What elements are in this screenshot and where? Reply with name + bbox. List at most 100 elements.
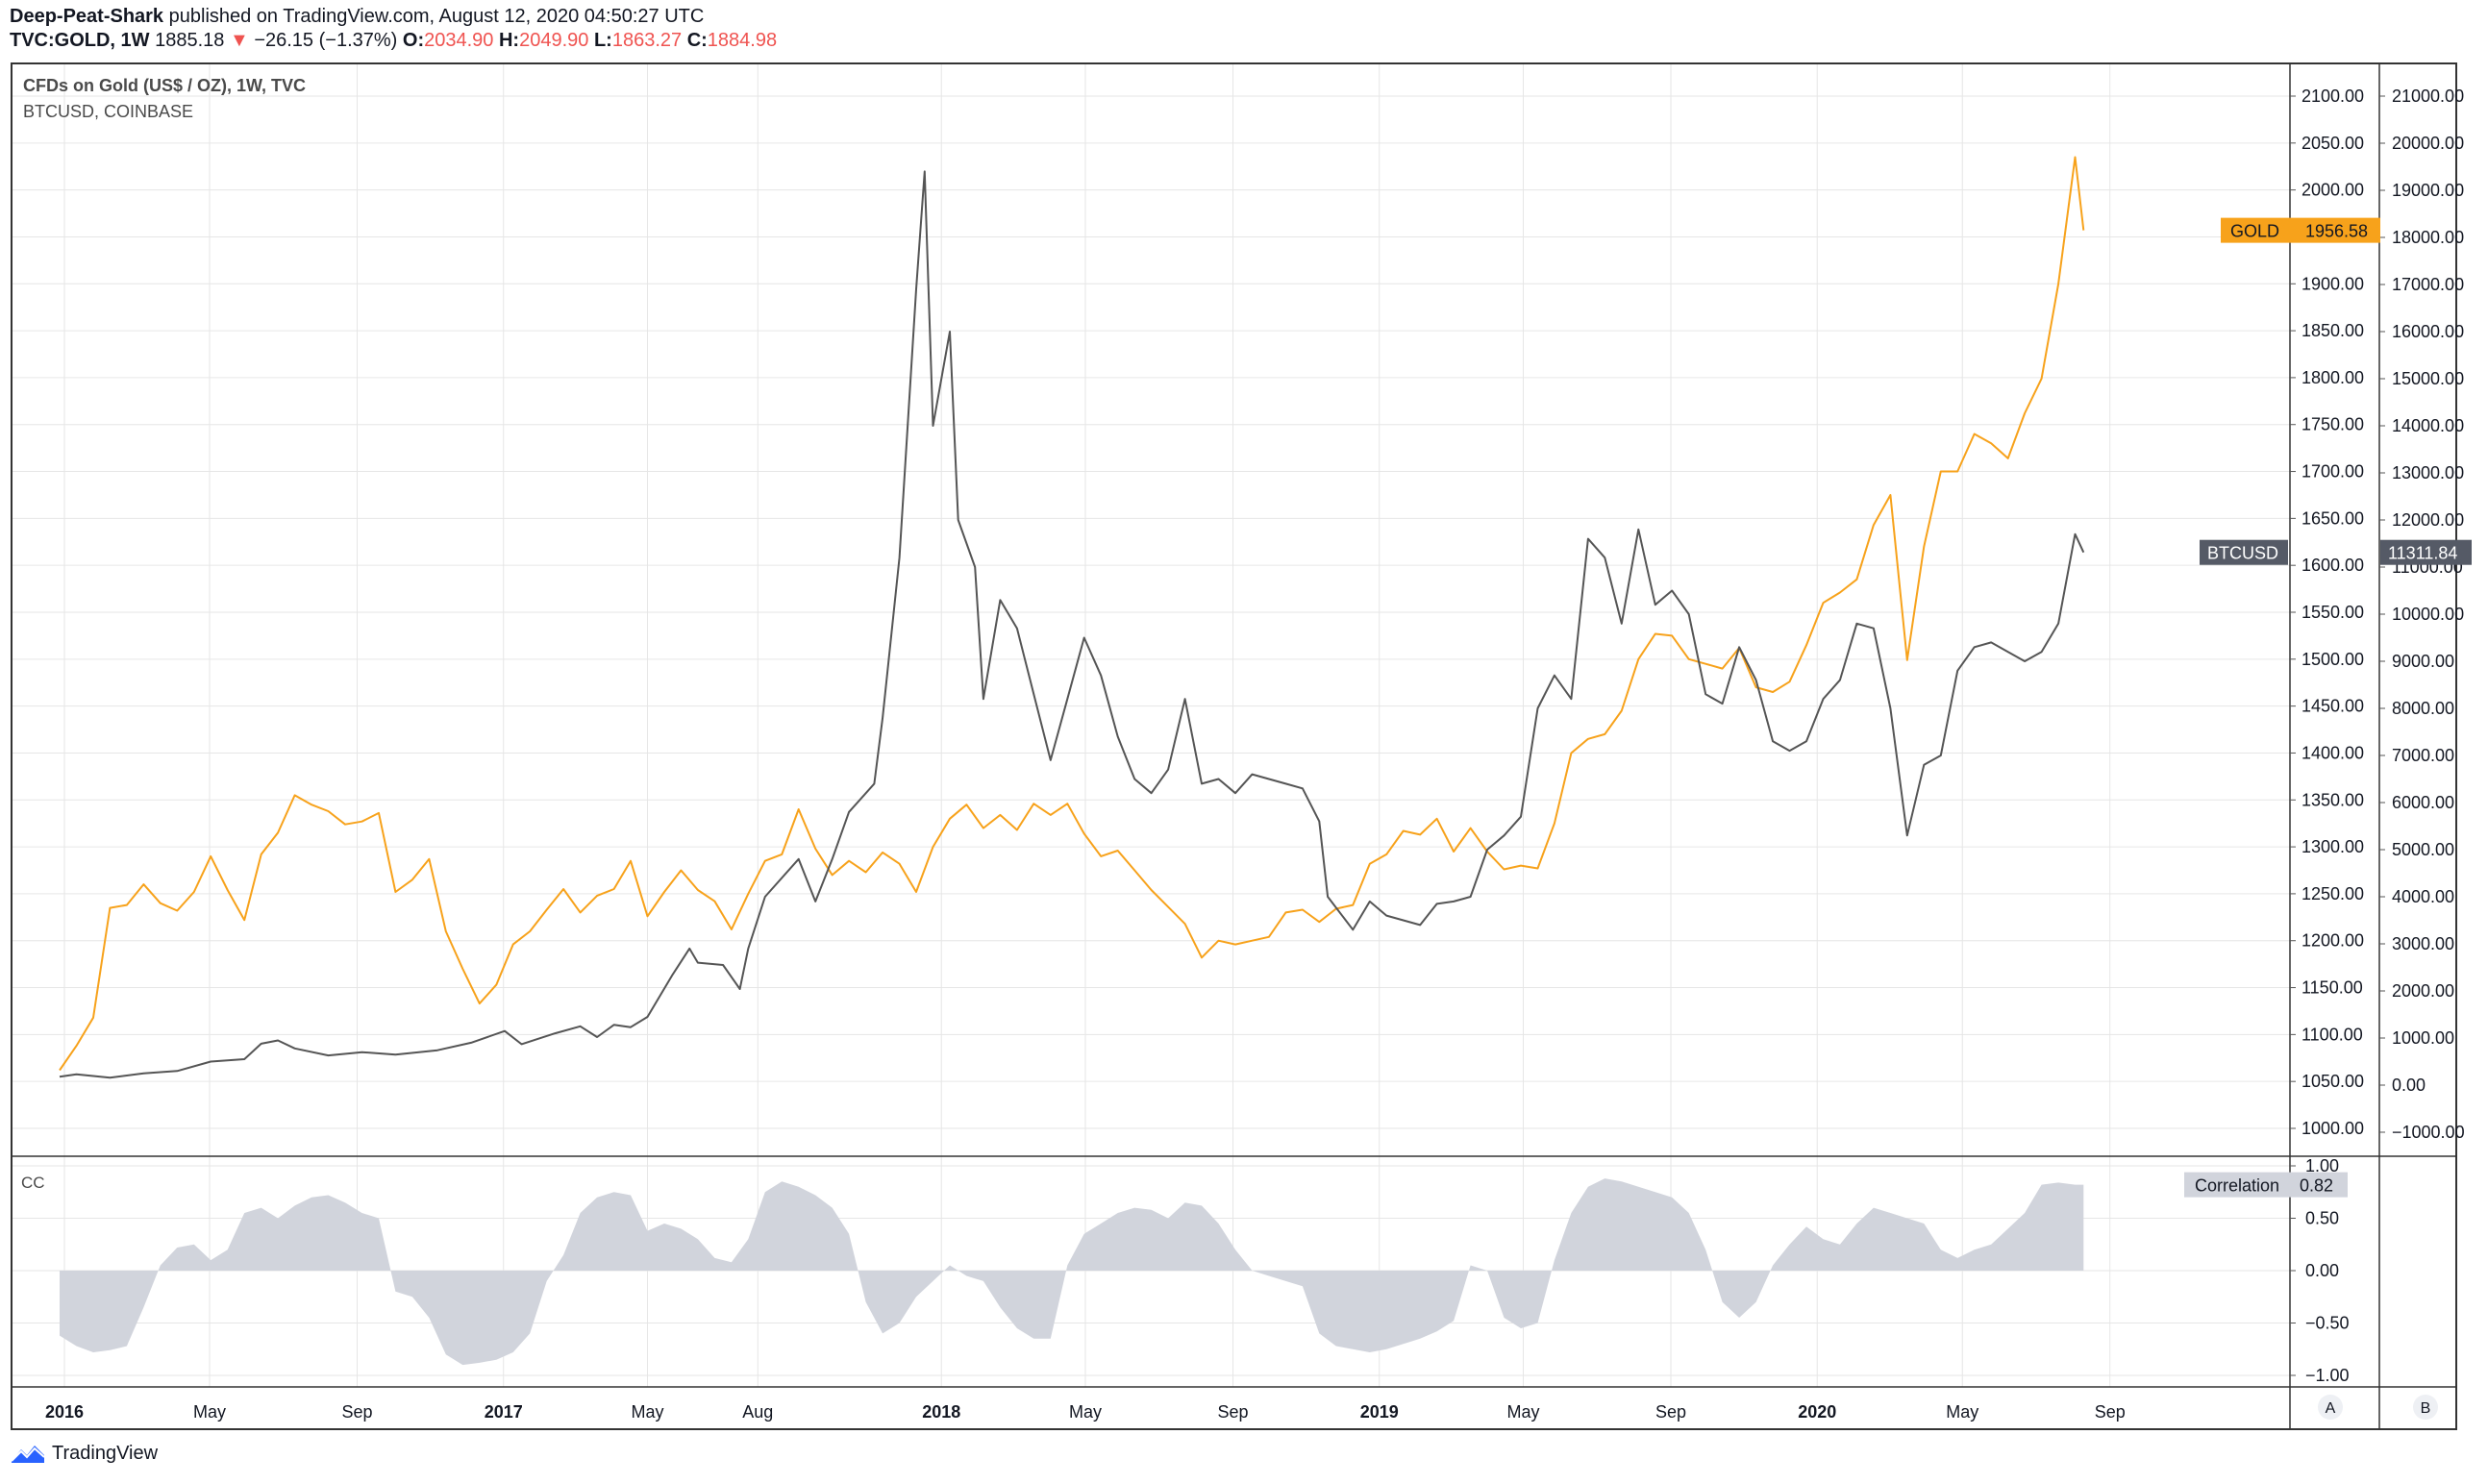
- scale-button-b-label: B: [2421, 1400, 2431, 1417]
- grid: [12, 63, 2290, 1387]
- right-axis-label: 13000.00: [2392, 463, 2464, 482]
- right-axis-label: 21000.00: [2392, 87, 2464, 106]
- second-legend: BTCUSD, COINBASE: [23, 102, 193, 121]
- left-axis-label: 1600.00: [2301, 556, 2364, 575]
- time-axis-label: 2017: [485, 1402, 523, 1422]
- price-labels: GOLD 1956.58 BTCUSD 11311.84 Correlation 0.82: [2184, 217, 2472, 1198]
- publish-info: published on TradingView.com, August 12,…: [168, 6, 705, 27]
- right-axis-label: 0.00: [2392, 1076, 2426, 1095]
- right-axis-label: 1000.00: [2392, 1028, 2454, 1048]
- btc-label-value: 11311.84: [2388, 544, 2457, 563]
- left-axis-label: 2100.00: [2301, 87, 2364, 106]
- main-legend: CFDs on Gold (US$ / OZ), 1W, TVC: [23, 76, 306, 95]
- left-axis-label: 1850.00: [2301, 321, 2364, 340]
- tradingview-logo-icon: [11, 1446, 45, 1463]
- gold-label-value: 1956.58: [2305, 222, 2368, 241]
- right-axis-label: 7000.00: [2392, 746, 2454, 765]
- time-axis-label: May: [1506, 1402, 1539, 1422]
- time-axis-label: May: [1069, 1402, 1102, 1422]
- time-axis-label: Sep: [1655, 1402, 1686, 1422]
- cc-label-name: Correlation: [2195, 1176, 2279, 1196]
- btcusd-series-line: [59, 170, 2085, 1079]
- tradingview-logo-text: TradingView: [52, 1442, 159, 1464]
- publish-line: Deep-Peat-Shark published on TradingView…: [10, 6, 704, 28]
- low-value: 1863.27: [611, 30, 683, 51]
- left-axis-label: 1100.00: [2301, 1025, 2363, 1044]
- right-price-axis: 21000.00 20000.00 19000.00 18000.00 17000.00…: [2379, 87, 2465, 1142]
- left-axis-label: 1500.00: [2301, 650, 2364, 669]
- price-lines: [59, 156, 2085, 1079]
- symbol-line: TVC:GOLD, 1W 1885.18 ▼ −26.15 (−1.37%) O…: [10, 30, 777, 52]
- time-axis-label: 2019: [1360, 1402, 1399, 1422]
- cc-axis-label: −1.00: [2305, 1366, 2350, 1385]
- high-label: H:: [498, 30, 520, 51]
- time-axis-label: Sep: [1217, 1402, 1248, 1422]
- gold-series-line: [59, 156, 2085, 1072]
- down-arrow-icon: ▼: [229, 30, 249, 51]
- left-price-axis: 2100.002050.002000.001950.001900.001850.…: [2290, 87, 2364, 1138]
- left-axis-label: 1750.00: [2301, 415, 2364, 434]
- pane-frames: [11, 62, 2457, 1430]
- left-axis-label: 1050.00: [2301, 1072, 2364, 1091]
- close-value: 1884.98: [707, 30, 778, 51]
- left-axis-label: 1200.00: [2301, 931, 2364, 951]
- close-label: C:: [686, 30, 708, 51]
- time-axis-label: 2016: [45, 1402, 84, 1422]
- high-value: 2049.90: [519, 30, 589, 51]
- right-axis-label: 12000.00: [2392, 510, 2464, 530]
- left-axis-label: 1000.00: [2301, 1119, 2364, 1138]
- time-axis-label: Sep: [2095, 1402, 2126, 1422]
- left-axis-label: 1350.00: [2301, 790, 2364, 809]
- gold-label-box: [2221, 217, 2380, 243]
- open-value: 2034.90: [424, 30, 494, 51]
- correlation-area: [60, 1178, 2084, 1366]
- time-axis-label: Aug: [742, 1402, 773, 1422]
- btc-label-box: [2200, 539, 2288, 565]
- right-axis-label: 6000.00: [2392, 793, 2454, 812]
- time-axis-label: May: [193, 1402, 226, 1422]
- right-axis-label: 19000.00: [2392, 181, 2464, 200]
- scale-button-b[interactable]: B: [2413, 1395, 2438, 1420]
- right-axis-label: 14000.00: [2392, 416, 2464, 435]
- author-name[interactable]: Deep-Peat-Shark: [10, 6, 164, 27]
- right-axis-label: −1000.00: [2392, 1123, 2465, 1142]
- right-axis-label: 4000.00: [2392, 887, 2454, 906]
- right-axis-label: 9000.00: [2392, 652, 2454, 671]
- cc-legend: CC: [21, 1174, 45, 1192]
- left-axis-label: 1300.00: [2301, 837, 2364, 856]
- time-axis: 2016 May Sep 2017 May Aug 2018 May Sep 2019 May Sep…: [45, 1402, 2126, 1422]
- btc-label-name: BTCUSD: [2207, 544, 2278, 563]
- correlation-axis: 1.00 0.50 0.00 −0.50 −1.00: [2290, 1156, 2350, 1385]
- left-axis-label: 1800.00: [2301, 368, 2364, 387]
- time-axis-label: 2018: [922, 1402, 960, 1422]
- right-axis-label: 5000.00: [2392, 840, 2454, 859]
- scale-button-a[interactable]: A: [2318, 1395, 2343, 1420]
- symbol-name: TVC:GOLD, 1W: [10, 30, 150, 51]
- btc-value-box: [2380, 539, 2472, 565]
- gold-label-name: GOLD: [2230, 222, 2279, 241]
- scale-button-a-label: A: [2326, 1400, 2336, 1417]
- right-axis-label: 8000.00: [2392, 699, 2454, 718]
- cc-label-value: 0.82: [2300, 1176, 2333, 1196]
- tradingview-logo[interactable]: TradingView: [10, 1442, 158, 1465]
- chart-border: [11, 62, 2457, 1430]
- right-axis-label: 18000.00: [2392, 228, 2464, 247]
- low-label: L:: [593, 30, 612, 51]
- right-axis-label: 15000.00: [2392, 369, 2464, 388]
- open-label: O:: [402, 30, 425, 51]
- right-axis-label: 2000.00: [2392, 981, 2454, 1001]
- left-axis-label: 2000.00: [2301, 181, 2364, 200]
- time-axis-label: May: [631, 1402, 663, 1422]
- left-axis-label: 1900.00: [2301, 274, 2364, 293]
- correlation-series: [60, 1178, 2084, 1366]
- last-price: 1885.18: [155, 30, 225, 51]
- right-axis-label: 3000.00: [2392, 934, 2454, 953]
- left-axis-label: 1400.00: [2301, 743, 2364, 762]
- cc-axis-label: 0.00: [2305, 1261, 2339, 1280]
- left-axis-label: 1700.00: [2301, 462, 2364, 482]
- left-axis-label: 1550.00: [2301, 603, 2364, 622]
- cc-axis-label: 1.00: [2305, 1156, 2339, 1175]
- cc-label-box: [2184, 1172, 2348, 1198]
- cc-axis-label: 0.50: [2305, 1209, 2339, 1228]
